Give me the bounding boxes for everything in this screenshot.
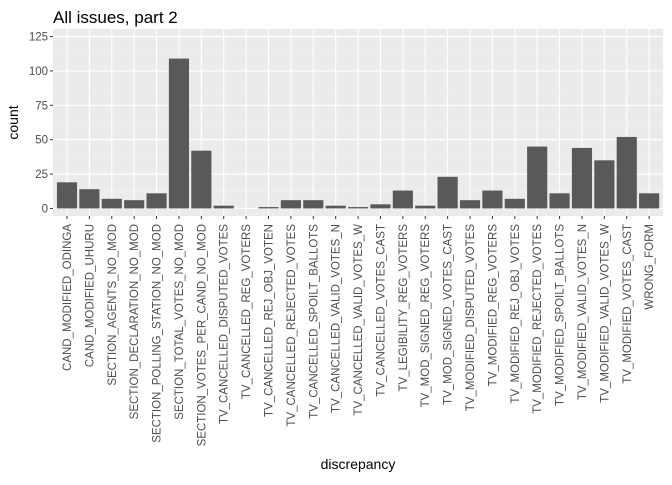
x-tick-label: TV_MODIFIED_VALID_VOTES_W — [599, 224, 611, 403]
x-tick-label: SECTION_AGENTS_NO_MOD — [107, 224, 119, 386]
x-tick-label: TV_MODIFIED_SPOILT_BALLOTS — [555, 224, 567, 406]
x-tick-label: TV_MOD_SIGNED_VOTES_CAST — [443, 224, 455, 405]
x-tick-label: TV_CANCELLED_VALID_VOTES_N — [331, 224, 343, 413]
x-tick-label: TV_LEGIBILITY_REG_VOTERS — [398, 224, 410, 392]
bar — [325, 205, 346, 209]
bar — [482, 190, 503, 209]
x-tick-label: SECTION_TOTAL_VOTES_NO_MOD — [174, 224, 186, 420]
bar — [303, 200, 324, 209]
x-tick-label: TV_MODIFIED_VALID_VOTES_N — [577, 224, 589, 400]
bar — [347, 207, 369, 209]
x-tick-label: TV_CANCELLED_REJECTED_VOTES — [286, 224, 298, 427]
x-tick-label: TV_MODIFIED_REG_VOTERS — [487, 224, 499, 387]
bar — [392, 190, 413, 209]
bar — [459, 200, 481, 209]
bar — [571, 147, 593, 209]
bar — [370, 204, 391, 209]
x-tick-label: TV_CANCELLED_REJ_OBJ_VOTEN — [264, 224, 276, 417]
y-axis-ticks: 0 25 50 75 100 125 — [29, 32, 53, 215]
bar — [280, 200, 301, 209]
x-tick-label: TV_MODIFIED_VOTES_CAST — [622, 224, 634, 384]
bar — [594, 160, 615, 209]
bar — [616, 136, 637, 209]
bar — [146, 193, 167, 209]
bar — [258, 207, 279, 209]
bar — [168, 58, 190, 209]
bar — [504, 198, 525, 209]
x-tick-label: SECTION_VOTES_PER_CAND_NO_MOD — [196, 224, 208, 446]
y-tick-label: 50 — [35, 135, 48, 147]
bar — [56, 182, 78, 209]
bar — [415, 205, 436, 209]
chart-title: All issues, part 2 — [53, 8, 178, 27]
y-tick-label: 25 — [35, 169, 48, 181]
x-tick-label: TV_MOD_SIGNED_REG_VOTERS — [420, 224, 432, 408]
x-tick-label: TV_CANCELLED_VALID_VOTES_W — [353, 224, 365, 416]
x-tick-label: TV_CANCELLED_REG_VOTERS — [241, 224, 253, 399]
y-tick-label: 75 — [35, 100, 48, 112]
y-axis-label: count — [5, 105, 21, 139]
y-tick-label: 0 — [42, 203, 48, 215]
x-axis-ticks: CAND_MODIFIED_ODINGA CAND_MODIFIED_UHURU S… — [62, 216, 656, 446]
bar — [124, 200, 145, 209]
bar — [101, 198, 122, 209]
x-tick-label: CAND_MODIFIED_ODINGA — [62, 224, 74, 371]
x-tick-label: TV_MODIFIED_REJ_OBJ_VOTES — [510, 224, 522, 404]
x-tick-label: CAND_MODIFIED_UHURU — [84, 224, 96, 367]
x-axis-label: discrepancy — [321, 456, 396, 472]
bar — [79, 189, 100, 209]
bar — [639, 193, 660, 209]
bar — [213, 205, 234, 209]
bar — [527, 146, 548, 209]
x-tick-label: TV_CANCELLED_VOTES_CAST — [375, 224, 387, 397]
bar — [191, 150, 212, 209]
y-tick-label: 100 — [29, 66, 48, 78]
x-tick-label: TV_MODIFIED_REJECTED_VOTES — [532, 224, 544, 414]
x-tick-label: SECTION_DECLARATION_NO_MOD — [129, 224, 141, 419]
y-tick-label: 125 — [29, 32, 48, 44]
x-tick-label: TV_MODIFIED_DISPUTED_VOTES — [465, 224, 477, 412]
bar — [549, 193, 570, 209]
bars — [56, 58, 660, 209]
x-tick-label: TV_CANCELLED_DISPUTED_VOTES — [219, 224, 231, 424]
bar — [437, 176, 458, 209]
x-tick-label: TV_CANCELLED_SPOILT_BALLOTS — [308, 224, 320, 419]
x-tick-label: SECTION_POLLING_STATION_NO_MOD — [152, 224, 164, 443]
x-tick-label: WRONG_FORM — [644, 224, 656, 310]
